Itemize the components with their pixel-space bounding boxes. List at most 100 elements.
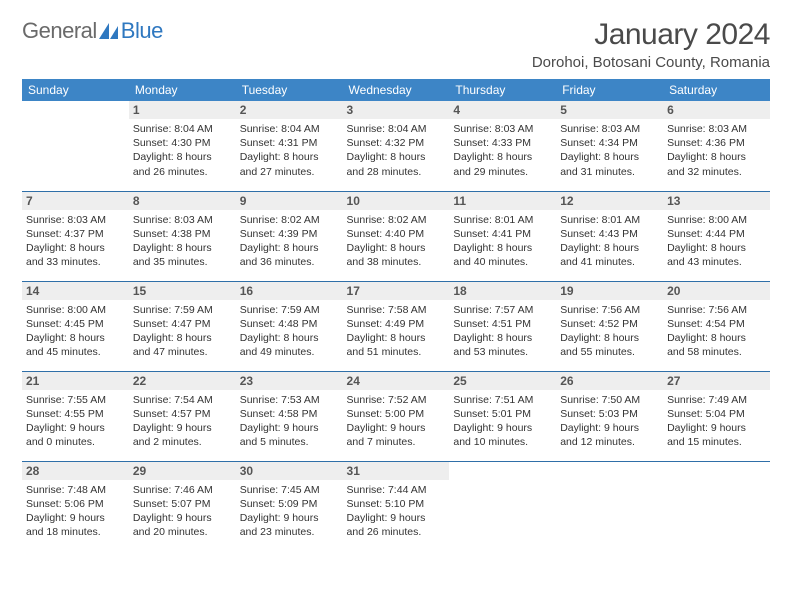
weekday-header: Tuesday bbox=[236, 79, 343, 101]
day-info: Sunrise: 7:51 AMSunset: 5:01 PMDaylight:… bbox=[453, 393, 552, 450]
brand-part2: Blue bbox=[121, 18, 163, 44]
day-number: 27 bbox=[663, 372, 770, 390]
calendar-day-cell: 7 Sunrise: 8:03 AMSunset: 4:37 PMDaylight… bbox=[22, 191, 129, 281]
location-text: Dorohoi, Botosani County, Romania bbox=[532, 54, 770, 71]
calendar-day-cell: 3Sunrise: 8:04 AMSunset: 4:32 PMDaylight… bbox=[343, 101, 450, 191]
day-info: Sunrise: 7:58 AMSunset: 4:49 PMDaylight:… bbox=[347, 303, 446, 360]
calendar-day-cell: 29 Sunrise: 7:46 AMSunset: 5:07 PMDayligh… bbox=[129, 461, 236, 551]
calendar-week-row: 21 Sunrise: 7:55 AMSunset: 4:55 PMDayligh… bbox=[22, 371, 770, 461]
calendar-day-cell: 6Sunrise: 8:03 AMSunset: 4:36 PMDaylight… bbox=[663, 101, 770, 191]
day-number: 7 bbox=[22, 192, 129, 210]
calendar-table: Sunday Monday Tuesday Wednesday Thursday… bbox=[22, 79, 770, 551]
day-info: Sunrise: 7:49 AMSunset: 5:04 PMDaylight:… bbox=[667, 393, 766, 450]
day-info: Sunrise: 7:46 AMSunset: 5:07 PMDaylight:… bbox=[133, 483, 232, 540]
title-block: January 2024 Dorohoi, Botosani County, R… bbox=[532, 18, 770, 71]
day-info: Sunrise: 7:59 AMSunset: 4:47 PMDaylight:… bbox=[133, 303, 232, 360]
day-info: Sunrise: 8:02 AMSunset: 4:39 PMDaylight:… bbox=[240, 213, 339, 270]
day-info: Sunrise: 8:03 AMSunset: 4:33 PMDaylight:… bbox=[453, 122, 552, 179]
day-number: 31 bbox=[343, 462, 450, 480]
day-info: Sunrise: 8:00 AMSunset: 4:45 PMDaylight:… bbox=[26, 303, 125, 360]
calendar-week-row: 1 Sunrise: 8:04 AMSunset: 4:30 PMDaylight… bbox=[22, 101, 770, 191]
day-info: Sunrise: 8:03 AMSunset: 4:36 PMDaylight:… bbox=[667, 122, 766, 179]
day-info: Sunrise: 8:01 AMSunset: 4:43 PMDaylight:… bbox=[560, 213, 659, 270]
day-number: 4 bbox=[449, 101, 556, 119]
day-info: Sunrise: 7:56 AMSunset: 4:54 PMDaylight:… bbox=[667, 303, 766, 360]
day-info: Sunrise: 7:52 AMSunset: 5:00 PMDaylight:… bbox=[347, 393, 446, 450]
calendar-day-cell: 14Sunrise: 8:00 AMSunset: 4:45 PMDayligh… bbox=[22, 281, 129, 371]
calendar-day-cell: 10 Sunrise: 8:02 AMSunset: 4:40 PMDayligh… bbox=[343, 191, 450, 281]
calendar-day-cell: 1 Sunrise: 8:04 AMSunset: 4:30 PMDaylight… bbox=[129, 101, 236, 191]
calendar-week-row: 28 Sunrise: 7:48 AMSunset: 5:06 PMDayligh… bbox=[22, 461, 770, 551]
calendar-day-cell: 25 Sunrise: 7:51 AMSunset: 5:01 PMDayligh… bbox=[449, 371, 556, 461]
calendar-day-cell: 27 Sunrise: 7:49 AMSunset: 5:04 PMDayligh… bbox=[663, 371, 770, 461]
day-number: 9 bbox=[236, 192, 343, 210]
day-number: 30 bbox=[236, 462, 343, 480]
page-title: January 2024 bbox=[532, 18, 770, 52]
day-info: Sunrise: 8:03 AMSunset: 4:37 PMDaylight:… bbox=[26, 213, 125, 270]
calendar-day-cell: 15 Sunrise: 7:59 AMSunset: 4:47 PMDayligh… bbox=[129, 281, 236, 371]
day-number: 28 bbox=[22, 462, 129, 480]
header: General Blue January 2024 Dorohoi, Botos… bbox=[22, 18, 770, 71]
day-info: Sunrise: 7:50 AMSunset: 5:03 PMDaylight:… bbox=[560, 393, 659, 450]
day-number: 16 bbox=[236, 282, 343, 300]
day-number: 22 bbox=[129, 372, 236, 390]
calendar-day-cell: 9 Sunrise: 8:02 AMSunset: 4:39 PMDaylight… bbox=[236, 191, 343, 281]
day-number: 1 bbox=[129, 101, 236, 119]
day-number: 10 bbox=[343, 192, 450, 210]
day-info: Sunrise: 7:45 AMSunset: 5:09 PMDaylight:… bbox=[240, 483, 339, 540]
calendar-day-cell: 16 Sunrise: 7:59 AMSunset: 4:48 PMDayligh… bbox=[236, 281, 343, 371]
weekday-header: Monday bbox=[129, 79, 236, 101]
day-info: Sunrise: 8:03 AMSunset: 4:34 PMDaylight:… bbox=[560, 122, 659, 179]
day-info: Sunrise: 7:48 AMSunset: 5:06 PMDaylight:… bbox=[26, 483, 125, 540]
day-number: 12 bbox=[556, 192, 663, 210]
calendar-day-cell: 30 Sunrise: 7:45 AMSunset: 5:09 PMDayligh… bbox=[236, 461, 343, 551]
calendar-day-cell bbox=[663, 461, 770, 551]
calendar-day-cell bbox=[22, 101, 129, 191]
day-number: 19 bbox=[556, 282, 663, 300]
day-number: 2 bbox=[236, 101, 343, 119]
calendar-week-row: 14Sunrise: 8:00 AMSunset: 4:45 PMDayligh… bbox=[22, 281, 770, 371]
calendar-day-cell: 17Sunrise: 7:58 AMSunset: 4:49 PMDayligh… bbox=[343, 281, 450, 371]
day-number: 18 bbox=[449, 282, 556, 300]
day-number: 11 bbox=[449, 192, 556, 210]
day-number: 21 bbox=[22, 372, 129, 390]
day-number: 15 bbox=[129, 282, 236, 300]
brand-logo: General Blue bbox=[22, 18, 163, 44]
calendar-week-row: 7 Sunrise: 8:03 AMSunset: 4:37 PMDaylight… bbox=[22, 191, 770, 281]
weekday-header: Sunday bbox=[22, 79, 129, 101]
calendar-day-cell: 4 Sunrise: 8:03 AMSunset: 4:33 PMDaylight… bbox=[449, 101, 556, 191]
weekday-header: Friday bbox=[556, 79, 663, 101]
brand-sail-icon bbox=[99, 23, 119, 39]
weekday-header: Wednesday bbox=[343, 79, 450, 101]
day-number: 23 bbox=[236, 372, 343, 390]
calendar-body: 1 Sunrise: 8:04 AMSunset: 4:30 PMDaylight… bbox=[22, 101, 770, 551]
day-number: 25 bbox=[449, 372, 556, 390]
calendar-day-cell: 11 Sunrise: 8:01 AMSunset: 4:41 PMDayligh… bbox=[449, 191, 556, 281]
day-info: Sunrise: 8:04 AMSunset: 4:30 PMDaylight:… bbox=[133, 122, 232, 179]
weekday-header: Thursday bbox=[449, 79, 556, 101]
weekday-header: Saturday bbox=[663, 79, 770, 101]
calendar-day-cell: 18Sunrise: 7:57 AMSunset: 4:51 PMDayligh… bbox=[449, 281, 556, 371]
day-number: 5 bbox=[556, 101, 663, 119]
day-info: Sunrise: 8:03 AMSunset: 4:38 PMDaylight:… bbox=[133, 213, 232, 270]
day-info: Sunrise: 8:02 AMSunset: 4:40 PMDaylight:… bbox=[347, 213, 446, 270]
calendar-day-cell: 21 Sunrise: 7:55 AMSunset: 4:55 PMDayligh… bbox=[22, 371, 129, 461]
day-info: Sunrise: 8:04 AMSunset: 4:31 PMDaylight:… bbox=[240, 122, 339, 179]
calendar-day-cell: 8 Sunrise: 8:03 AMSunset: 4:38 PMDaylight… bbox=[129, 191, 236, 281]
calendar-day-cell: 19Sunrise: 7:56 AMSunset: 4:52 PMDayligh… bbox=[556, 281, 663, 371]
day-number: 26 bbox=[556, 372, 663, 390]
day-info: Sunrise: 7:59 AMSunset: 4:48 PMDaylight:… bbox=[240, 303, 339, 360]
day-number: 24 bbox=[343, 372, 450, 390]
day-number: 13 bbox=[663, 192, 770, 210]
day-info: Sunrise: 8:01 AMSunset: 4:41 PMDaylight:… bbox=[453, 213, 552, 270]
calendar-day-cell: 2 Sunrise: 8:04 AMSunset: 4:31 PMDaylight… bbox=[236, 101, 343, 191]
day-info: Sunrise: 7:55 AMSunset: 4:55 PMDaylight:… bbox=[26, 393, 125, 450]
calendar-day-cell: 12 Sunrise: 8:01 AMSunset: 4:43 PMDayligh… bbox=[556, 191, 663, 281]
calendar-day-cell bbox=[449, 461, 556, 551]
day-number: 8 bbox=[129, 192, 236, 210]
day-number: 20 bbox=[663, 282, 770, 300]
calendar-day-cell: 5 Sunrise: 8:03 AMSunset: 4:34 PMDaylight… bbox=[556, 101, 663, 191]
day-number: 29 bbox=[129, 462, 236, 480]
calendar-day-cell: 23Sunrise: 7:53 AMSunset: 4:58 PMDayligh… bbox=[236, 371, 343, 461]
day-info: Sunrise: 7:44 AMSunset: 5:10 PMDaylight:… bbox=[347, 483, 446, 540]
